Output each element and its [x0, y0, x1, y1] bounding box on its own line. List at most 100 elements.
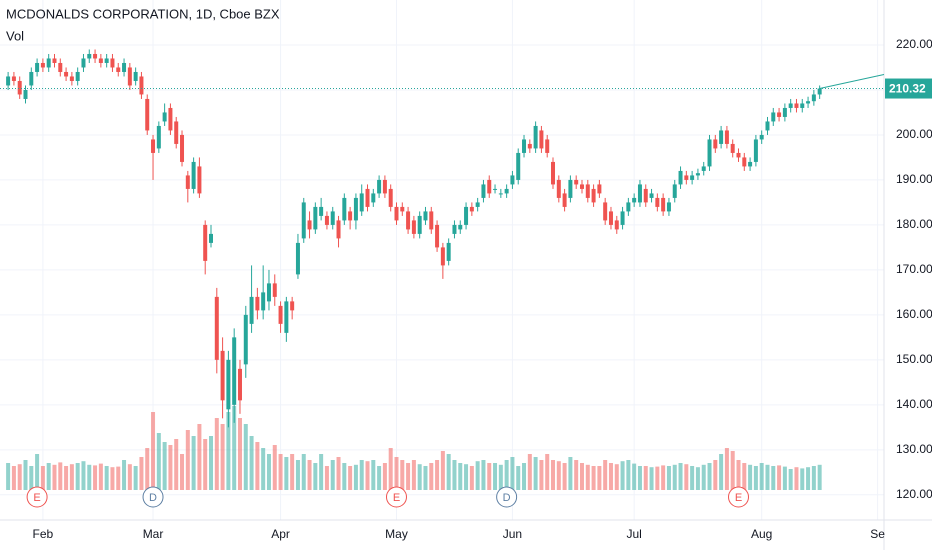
volume-bar [771, 466, 776, 490]
volume-bar [701, 464, 706, 490]
volume-bar [724, 448, 729, 490]
candle-body [545, 139, 550, 153]
y-tick-label: 120.00 [896, 487, 932, 501]
volume-bar [295, 460, 300, 490]
candle-body [440, 247, 445, 266]
candle-body [348, 211, 353, 221]
volume-bar [695, 467, 700, 490]
volume-bar [359, 460, 364, 490]
candle-body [568, 179, 573, 198]
volume-bar [707, 463, 712, 490]
volume-bar [475, 461, 480, 490]
volume-bar [87, 464, 92, 490]
candle-body [122, 62, 127, 72]
volume-bar [782, 466, 787, 490]
candle-body [359, 193, 364, 212]
candle-body [771, 112, 776, 122]
candle-body [266, 283, 271, 302]
event-marker [26, 486, 48, 508]
event-label: D [503, 492, 511, 504]
y-tick-label: 130.00 [896, 442, 932, 456]
volume-bar [6, 463, 11, 490]
y-tick-label: 160.00 [896, 307, 932, 321]
volume-bar [40, 466, 45, 490]
candle-body [151, 139, 156, 153]
candle-body [324, 215, 329, 225]
volume-bar [522, 463, 527, 490]
candle-body [6, 76, 11, 86]
candle-body [243, 314, 248, 365]
volume-bar [272, 445, 277, 490]
candle-body [209, 233, 214, 243]
trend-line [819, 74, 885, 90]
volume-bar [655, 466, 660, 490]
candle-body [446, 242, 451, 261]
candle-body [261, 292, 266, 311]
volume-bar [585, 464, 590, 490]
volume-bar [382, 463, 387, 490]
event-label: E [735, 492, 742, 504]
volume-bar [452, 460, 457, 490]
x-tick-label: Jun [503, 527, 522, 541]
candle-body [800, 103, 805, 108]
volume-bar [64, 466, 69, 490]
candle-body [579, 184, 584, 189]
candle-body [214, 296, 219, 360]
volume-bar [17, 464, 22, 490]
volume-bar [226, 412, 231, 490]
candle-body [336, 220, 341, 239]
candle-body [17, 80, 22, 95]
candle-body [782, 107, 787, 117]
candle-body [620, 211, 625, 225]
candle-body [765, 121, 770, 131]
volume-bar [469, 466, 474, 490]
candle-body [133, 71, 138, 81]
candle-body [510, 175, 515, 185]
volume-bar [429, 463, 434, 490]
candle-body [127, 67, 132, 86]
volume-bar [145, 448, 150, 490]
candle-body [429, 211, 434, 230]
candle-body [284, 301, 289, 333]
candle-body [788, 103, 793, 108]
volume-bar [800, 468, 805, 490]
volume-bar [614, 464, 619, 490]
candle-body [713, 139, 718, 149]
volume-bar [661, 465, 666, 490]
candle-body [539, 130, 544, 149]
candle-body [203, 224, 208, 261]
event-marker [728, 486, 750, 508]
volume-bar [533, 457, 538, 490]
candle-body [197, 166, 202, 194]
candle-body [23, 89, 28, 99]
candle-body [475, 202, 480, 207]
volume-bar [220, 424, 225, 490]
volume-bar [371, 460, 376, 490]
candle-body [377, 179, 382, 194]
volume-bar [632, 463, 637, 490]
volume-bar [788, 469, 793, 490]
volume-bar [342, 463, 347, 490]
volume-bar [713, 460, 718, 490]
candle-body [185, 175, 190, 189]
candle-body [180, 134, 185, 162]
volume-bar [643, 466, 648, 490]
candle-body [249, 296, 254, 324]
volume-bar [574, 460, 579, 490]
candle-body [748, 161, 753, 167]
y-tick-label: 190.00 [896, 172, 932, 186]
candle-body [371, 193, 376, 203]
candle-body [162, 112, 167, 122]
volume-bar [214, 418, 219, 490]
candle-body [353, 197, 358, 221]
volume-bar [458, 463, 463, 490]
volume-bar [156, 433, 161, 490]
candle-body [672, 184, 677, 198]
volume-bar [197, 424, 202, 490]
candle-body [487, 179, 492, 194]
volume-bar [666, 466, 671, 490]
candle-body [678, 170, 683, 185]
volume-bar [388, 448, 393, 490]
candle-body [551, 161, 556, 185]
